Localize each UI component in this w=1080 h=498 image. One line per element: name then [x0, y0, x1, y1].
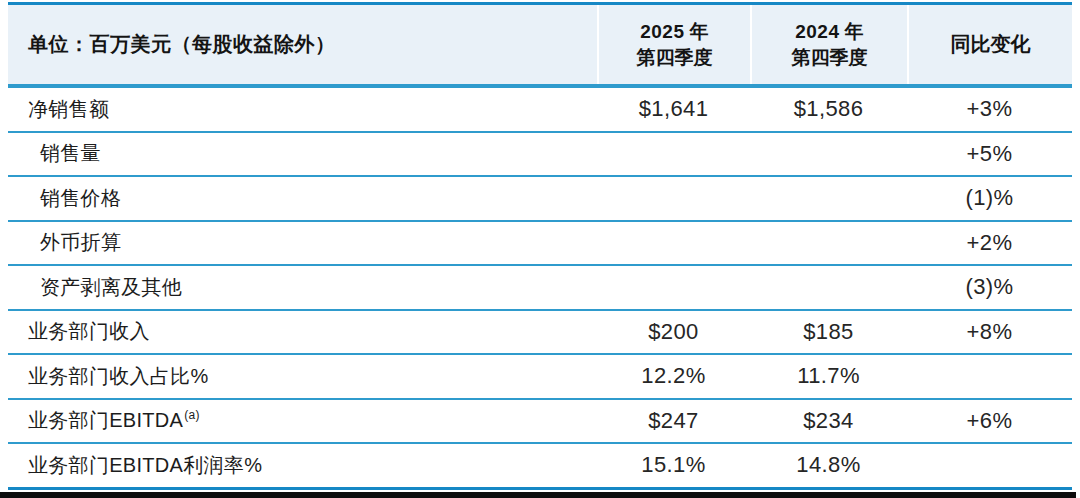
cell-q4-2024: [750, 133, 907, 176]
row-label: 业务部门EBITDA利润率%: [8, 444, 597, 487]
table-row-segment-ebitda: 业务部门EBITDA(a) $247 $234 +6%: [8, 398, 1072, 443]
financial-results-table: 单位：百万美元（每股收益除外） 2025 年 第四季度 2024 年 第四季度 …: [8, 2, 1072, 490]
header-q4-2024-line1: 2024 年: [795, 19, 864, 45]
cell-q4-2024: $234: [750, 400, 907, 443]
cell-q4-2025: [597, 222, 750, 265]
cell-q4-2025: $247: [597, 400, 750, 443]
bottom-divider-bar: [0, 492, 1076, 498]
header-yoy-change: 同比变化: [907, 5, 1072, 84]
row-label: 净销售额: [8, 88, 597, 131]
table-row-price: 销售价格 (1)%: [8, 175, 1072, 220]
table-row-net-sales: 净销售额 $1,641 $1,586 +3%: [8, 86, 1072, 131]
row-label: 销售量: [8, 133, 597, 176]
header-q4-2025: 2025 年 第四季度: [597, 5, 750, 84]
cell-q4-2024: [750, 177, 907, 220]
header-q4-2025-line1: 2025 年: [640, 19, 709, 45]
cell-q4-2024: [750, 266, 907, 309]
header-unit-label: 单位：百万美元（每股收益除外）: [8, 5, 597, 84]
cell-yoy: +5%: [907, 133, 1072, 176]
table-row-divestitures: 资产剥离及其他 (3)%: [8, 264, 1072, 309]
row-label: 资产剥离及其他: [8, 266, 597, 309]
cell-q4-2024: 11.7%: [750, 355, 907, 398]
cell-q4-2024: [750, 222, 907, 265]
cell-q4-2024: $1,586: [750, 88, 907, 131]
cell-yoy: +6%: [907, 400, 1072, 443]
header-q4-2025-line2: 第四季度: [637, 45, 713, 71]
cell-yoy: [907, 355, 1072, 398]
row-label: 业务部门收入占比%: [8, 355, 597, 398]
cell-q4-2025: 12.2%: [597, 355, 750, 398]
cell-q4-2024: 14.8%: [750, 444, 907, 487]
row-label: 外币折算: [8, 222, 597, 265]
table-header-row: 单位：百万美元（每股收益除外） 2025 年 第四季度 2024 年 第四季度 …: [8, 5, 1072, 86]
row-label: 业务部门收入: [8, 311, 597, 354]
cell-q4-2025: [597, 266, 750, 309]
table-row-segment-income-pct: 业务部门收入占比% 12.2% 11.7%: [8, 353, 1072, 398]
cell-q4-2025: 15.1%: [597, 444, 750, 487]
table-row-volume: 销售量 +5%: [8, 131, 1072, 176]
cell-yoy: +3%: [907, 88, 1072, 131]
cell-yoy: (3)%: [907, 266, 1072, 309]
cell-q4-2025: $1,641: [597, 88, 750, 131]
header-q4-2024-line2: 第四季度: [792, 45, 868, 71]
row-label: 销售价格: [8, 177, 597, 220]
cell-yoy: +8%: [907, 311, 1072, 354]
cell-yoy: (1)%: [907, 177, 1072, 220]
cell-yoy: [907, 444, 1072, 487]
table-row-segment-income: 业务部门收入 $200 $185 +8%: [8, 309, 1072, 354]
table-row-currency: 外币折算 +2%: [8, 220, 1072, 265]
header-q4-2024: 2024 年 第四季度: [750, 5, 907, 84]
cell-q4-2025: $200: [597, 311, 750, 354]
cell-q4-2025: [597, 133, 750, 176]
cell-q4-2024: $185: [750, 311, 907, 354]
table-row-segment-ebitda-margin: 业务部门EBITDA利润率% 15.1% 14.8%: [8, 442, 1072, 487]
cell-q4-2025: [597, 177, 750, 220]
cell-yoy: +2%: [907, 222, 1072, 265]
row-label: 业务部门EBITDA(a): [8, 400, 597, 443]
